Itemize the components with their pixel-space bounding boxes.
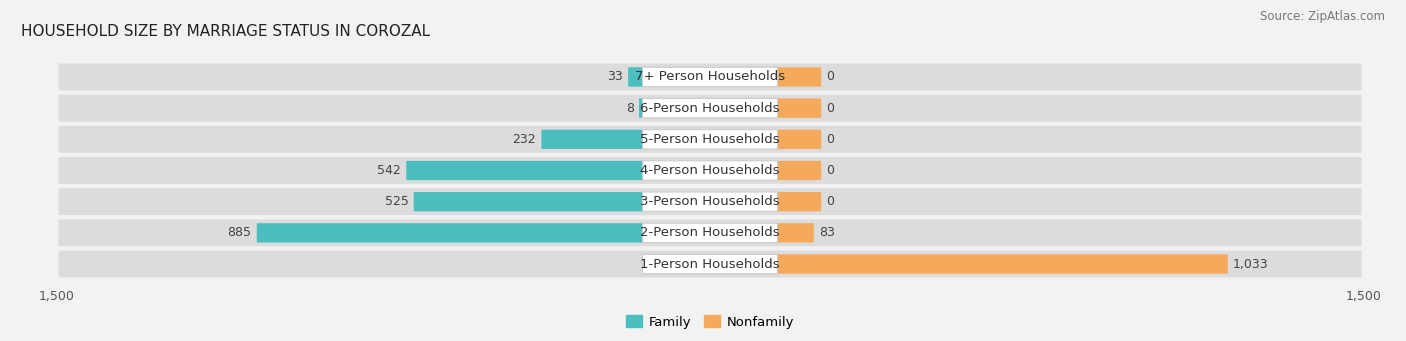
FancyBboxPatch shape bbox=[59, 188, 1361, 215]
Text: 2-Person Households: 2-Person Households bbox=[640, 226, 780, 239]
Text: 525: 525 bbox=[384, 195, 408, 208]
Text: 0: 0 bbox=[827, 133, 834, 146]
FancyBboxPatch shape bbox=[59, 63, 1361, 90]
FancyBboxPatch shape bbox=[643, 130, 778, 149]
FancyBboxPatch shape bbox=[413, 192, 643, 211]
Text: 33: 33 bbox=[607, 71, 623, 84]
Text: 542: 542 bbox=[377, 164, 401, 177]
Text: 232: 232 bbox=[513, 133, 536, 146]
FancyBboxPatch shape bbox=[406, 161, 643, 180]
FancyBboxPatch shape bbox=[778, 67, 821, 87]
Text: 1,033: 1,033 bbox=[1233, 257, 1268, 270]
Text: 6-Person Households: 6-Person Households bbox=[640, 102, 780, 115]
FancyBboxPatch shape bbox=[778, 130, 821, 149]
Text: Source: ZipAtlas.com: Source: ZipAtlas.com bbox=[1260, 10, 1385, 23]
Text: 0: 0 bbox=[827, 195, 834, 208]
Text: 4-Person Households: 4-Person Households bbox=[640, 164, 780, 177]
Text: 3-Person Households: 3-Person Households bbox=[640, 195, 780, 208]
FancyBboxPatch shape bbox=[778, 161, 821, 180]
FancyBboxPatch shape bbox=[643, 192, 778, 211]
FancyBboxPatch shape bbox=[541, 130, 643, 149]
FancyBboxPatch shape bbox=[638, 99, 643, 118]
FancyBboxPatch shape bbox=[257, 223, 643, 242]
Text: 83: 83 bbox=[818, 226, 835, 239]
FancyBboxPatch shape bbox=[643, 254, 778, 274]
Text: 0: 0 bbox=[827, 164, 834, 177]
FancyBboxPatch shape bbox=[643, 223, 778, 242]
FancyBboxPatch shape bbox=[778, 99, 821, 118]
FancyBboxPatch shape bbox=[778, 254, 1227, 274]
FancyBboxPatch shape bbox=[59, 157, 1361, 184]
FancyBboxPatch shape bbox=[643, 161, 778, 180]
FancyBboxPatch shape bbox=[628, 67, 643, 87]
FancyBboxPatch shape bbox=[778, 192, 821, 211]
Text: HOUSEHOLD SIZE BY MARRIAGE STATUS IN COROZAL: HOUSEHOLD SIZE BY MARRIAGE STATUS IN COR… bbox=[21, 24, 430, 39]
Text: 0: 0 bbox=[827, 71, 834, 84]
Text: 7+ Person Households: 7+ Person Households bbox=[636, 71, 785, 84]
Text: 5-Person Households: 5-Person Households bbox=[640, 133, 780, 146]
FancyBboxPatch shape bbox=[778, 223, 814, 242]
Text: 1-Person Households: 1-Person Households bbox=[640, 257, 780, 270]
FancyBboxPatch shape bbox=[59, 251, 1361, 278]
FancyBboxPatch shape bbox=[59, 220, 1361, 246]
Text: 0: 0 bbox=[827, 102, 834, 115]
FancyBboxPatch shape bbox=[643, 67, 778, 87]
Text: 885: 885 bbox=[228, 226, 252, 239]
Legend: Family, Nonfamily: Family, Nonfamily bbox=[620, 310, 800, 334]
Text: 8: 8 bbox=[626, 102, 634, 115]
FancyBboxPatch shape bbox=[59, 126, 1361, 153]
FancyBboxPatch shape bbox=[59, 95, 1361, 121]
FancyBboxPatch shape bbox=[643, 99, 778, 118]
